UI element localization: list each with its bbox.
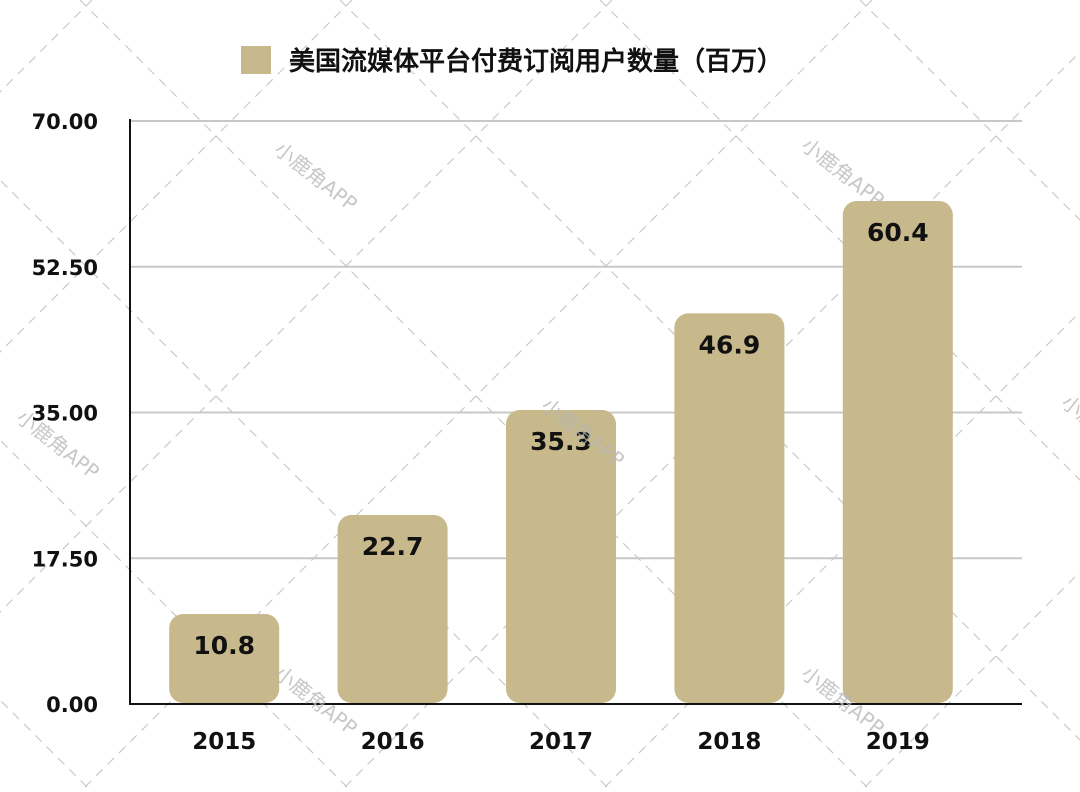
watermark-line [599, 0, 1080, 481]
value-labels: 10.8 22.7 35.3 46.9 60.4 [193, 218, 928, 660]
value-label-2016: 22.7 [362, 532, 424, 561]
watermark-text: 小鹿角APP [797, 133, 889, 212]
y-tick-label: 52.50 [32, 256, 98, 280]
watermark-line [859, 571, 1080, 792]
value-label-2019: 60.4 [867, 218, 929, 247]
legend-label: 美国流媒体平台付费订阅用户数量（百万） [289, 46, 783, 77]
legend-swatch [241, 46, 271, 74]
bars [169, 200, 953, 703]
legend: 美国流媒体平台付费订阅用户数量（百万） [241, 46, 783, 77]
bar-2015 [169, 614, 280, 703]
y-axis-ticks: 0.00 17.50 35.00 52.50 70.00 [32, 110, 98, 717]
watermark-line [599, 311, 1080, 792]
axes [129, 119, 1022, 705]
x-tick-label-2015: 2015 [192, 729, 256, 755]
bar-2016 [337, 514, 448, 703]
y-tick-label: 0.00 [46, 693, 98, 717]
y-tick-label: 70.00 [32, 110, 98, 134]
x-tick-label-2017: 2017 [529, 729, 593, 755]
value-label-2017: 35.3 [530, 427, 592, 456]
value-label-2015: 10.8 [193, 631, 255, 660]
watermark-text: 小鹿角APP [1057, 390, 1080, 469]
watermark-line [0, 0, 613, 613]
x-tick-label-2016: 2016 [361, 729, 425, 755]
bar-2019 [842, 200, 953, 703]
x-axis-ticks: 2015 2016 2017 2018 2019 [192, 729, 930, 755]
x-tick-label-2018: 2018 [697, 729, 761, 755]
y-tick-label: 17.50 [32, 547, 98, 571]
bar-2018 [674, 313, 785, 703]
x-tick-label-2019: 2019 [866, 729, 930, 755]
value-label-2018: 46.9 [699, 330, 761, 359]
y-tick-label: 35.00 [32, 402, 98, 426]
bar-2017 [506, 410, 616, 703]
